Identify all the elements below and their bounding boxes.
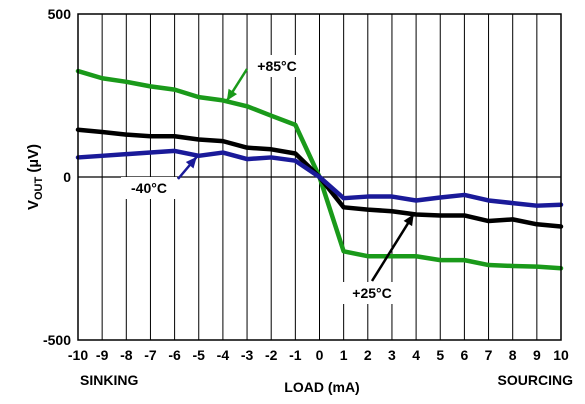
x-tick-label: 8	[509, 347, 517, 363]
x-tick-label: -4	[217, 347, 230, 363]
annotation-arrowhead	[185, 156, 197, 169]
x-tick-label: 4	[412, 347, 420, 363]
y-axis-label-unit: (µV)	[25, 144, 42, 177]
x-tick-label: -8	[120, 347, 133, 363]
x-tick-labels: -10 -9 -8 -7 -6 -5 -4 -3 -2 -1 0 1 2 3 4 5 6 7 8 9 10	[68, 347, 569, 363]
x-tick-label: -5	[193, 347, 206, 363]
annotation-arrowhead	[226, 88, 238, 101]
x-tick-label: 10	[553, 347, 569, 363]
x-tick-label: -3	[241, 347, 254, 363]
x-tick-label: 1	[340, 347, 348, 363]
x-tick-label: -9	[96, 347, 109, 363]
x-tick-label: 3	[388, 347, 396, 363]
y-axis-label: VOUT (µV)	[25, 144, 45, 210]
x-tick-label: 2	[364, 347, 372, 363]
y-axis-label-main: V	[25, 200, 42, 210]
x-tick-label: 9	[533, 347, 541, 363]
x-tick-label: 6	[461, 347, 469, 363]
y-axis-label-sub: OUT	[33, 177, 45, 201]
x-tick-label: 0	[316, 347, 324, 363]
x-tick-label: -10	[68, 347, 88, 363]
x-tick-label: -7	[144, 347, 157, 363]
annotation-label: -40°C	[131, 180, 167, 196]
annotation-arrowhead	[403, 214, 414, 227]
y-tick-label: 500	[48, 6, 72, 22]
annotation-arrow-line	[370, 213, 415, 282]
annotation-background	[248, 55, 306, 77]
x-tick-label: -6	[168, 347, 181, 363]
y-tick-label: 0	[63, 169, 71, 185]
y-tick-labels: -500 0 500	[43, 6, 71, 348]
series-line	[75, 148, 564, 208]
sourcing-label: SOURCING	[498, 372, 574, 388]
chart-annotations: +85°C -40°C +25°C	[121, 55, 415, 304]
x-tick-label: -2	[265, 347, 278, 363]
y-tick-label: -500	[43, 332, 71, 348]
annotation-background	[343, 282, 401, 304]
x-tick-label: 5	[436, 347, 444, 363]
x-axis-label: LOAD (mA)	[284, 379, 359, 395]
annotation-label: +25°C	[352, 285, 391, 301]
plot-frame	[77, 13, 562, 341]
chart-series	[75, 68, 564, 271]
annotation-label: +85°C	[257, 58, 296, 74]
x-tick-label: -1	[289, 347, 302, 363]
annotation-background	[121, 177, 177, 199]
sinking-label: SINKING	[80, 372, 138, 388]
x-tick-label: 7	[485, 347, 493, 363]
